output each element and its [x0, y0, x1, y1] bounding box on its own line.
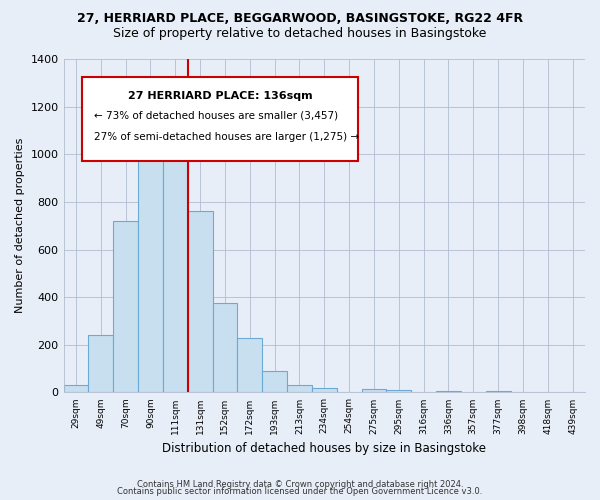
Text: 27, HERRIARD PLACE, BEGGARWOOD, BASINGSTOKE, RG22 4FR: 27, HERRIARD PLACE, BEGGARWOOD, BASINGST… [77, 12, 523, 26]
Text: Contains HM Land Registry data © Crown copyright and database right 2024.: Contains HM Land Registry data © Crown c… [137, 480, 463, 489]
Bar [485, 391, 511, 392]
Bar [362, 389, 386, 392]
Text: Contains public sector information licensed under the Open Government Licence v3: Contains public sector information licen… [118, 488, 482, 496]
Bar [287, 386, 312, 392]
FancyBboxPatch shape [82, 78, 358, 160]
Bar [262, 371, 287, 392]
Bar [88, 336, 113, 392]
Bar [312, 388, 337, 392]
Bar [163, 126, 188, 392]
Bar [113, 221, 138, 392]
Bar [138, 130, 163, 392]
Text: 27 HERRIARD PLACE: 136sqm: 27 HERRIARD PLACE: 136sqm [128, 90, 312, 101]
Bar [386, 390, 411, 392]
Bar [64, 386, 88, 392]
Bar [238, 338, 262, 392]
Bar [188, 212, 212, 392]
Text: ← 73% of detached houses are smaller (3,457): ← 73% of detached houses are smaller (3,… [94, 110, 338, 120]
Bar [212, 303, 238, 392]
Text: Size of property relative to detached houses in Basingstoke: Size of property relative to detached ho… [113, 28, 487, 40]
X-axis label: Distribution of detached houses by size in Basingstoke: Distribution of detached houses by size … [162, 442, 486, 455]
Y-axis label: Number of detached properties: Number of detached properties [15, 138, 25, 314]
Bar [436, 391, 461, 392]
Text: 27% of semi-detached houses are larger (1,275) →: 27% of semi-detached houses are larger (… [94, 132, 359, 142]
